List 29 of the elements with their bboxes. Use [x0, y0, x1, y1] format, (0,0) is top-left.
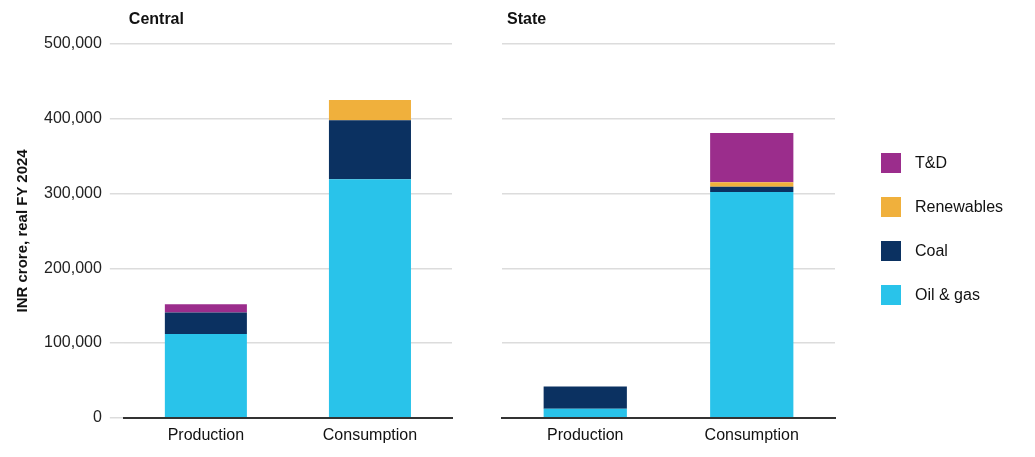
- bar: [710, 186, 794, 193]
- y-tick-label: 500,000: [43, 34, 102, 52]
- y-axis-title: INR crore, real FY 2024: [13, 148, 31, 313]
- bar: [164, 304, 247, 313]
- chart-title: State: [507, 10, 547, 27]
- y-tick-label: 200,000: [43, 258, 102, 276]
- bar: [543, 386, 627, 409]
- legend-label: T&D: [915, 153, 947, 172]
- bar: [164, 312, 247, 335]
- chart-title: Central: [128, 10, 184, 27]
- bar: [543, 408, 627, 418]
- bar: [710, 192, 794, 418]
- bar: [328, 179, 411, 418]
- y-tick-label: 0: [92, 408, 102, 426]
- y-tick-label: 100,000: [43, 333, 102, 351]
- x-tick-label: Production: [547, 425, 624, 443]
- bar: [164, 334, 247, 418]
- y-tick-label: 300,000: [43, 183, 102, 201]
- legend-label: Coal: [915, 241, 948, 260]
- legend-label: Renewables: [915, 197, 1004, 216]
- bar: [710, 132, 794, 183]
- bar: [710, 182, 794, 187]
- x-tick-label: Consumption: [704, 425, 799, 443]
- x-tick-label: Production: [167, 425, 245, 443]
- legend-label: Oil & gas: [915, 285, 980, 304]
- bar: [328, 120, 411, 180]
- x-tick-label: Consumption: [322, 425, 418, 443]
- bar: [328, 100, 411, 121]
- y-tick-label: 400,000: [43, 109, 102, 127]
